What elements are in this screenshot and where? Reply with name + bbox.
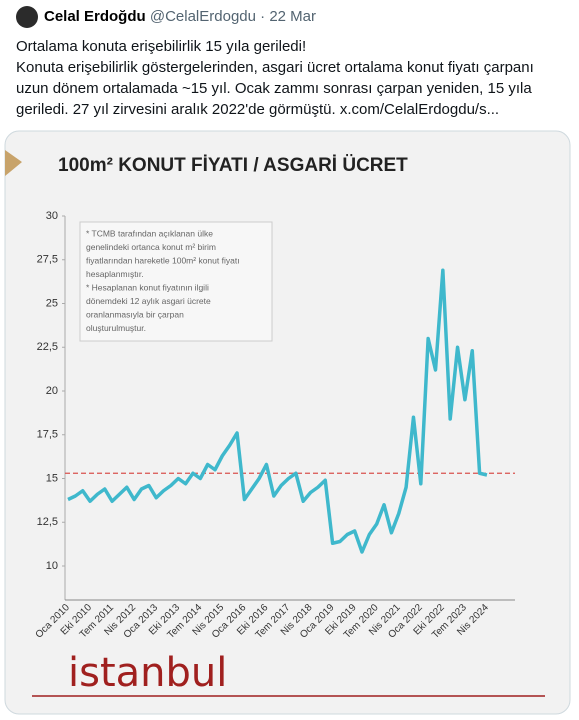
annotation-text: * TCMB tarafından açıklanan ülke (86, 228, 213, 238)
annotation-text: oranlanmasıyla bir çarpan (86, 309, 184, 319)
annotation-text: genelindeki ortanca konut m² birim (86, 242, 216, 252)
y-tick-label: 12,5 (37, 516, 58, 528)
tweet-header: Celal Erdoğdu @CelalErdogdu · 22 Mar (44, 8, 316, 25)
author-name[interactable]: Celal Erdoğdu (44, 8, 146, 25)
y-tick-label: 10 (46, 560, 58, 572)
annotation-text: dönemdeki 12 aylık asgari ücrete (86, 296, 211, 306)
y-tick-label: 27,5 (37, 254, 58, 266)
author-handle[interactable]: @CelalErdogdu (149, 8, 256, 25)
annotation-text: oluşturulmuştur. (86, 323, 146, 333)
annotation-text: hesaplanmıştır. (86, 269, 144, 279)
logo: istanbul (68, 650, 227, 696)
annotation-box (79, 221, 273, 342)
y-tick-label: 17,5 (37, 429, 58, 441)
tweet-text: uzun dönem ortalamada ~15 yıl. Ocak zamm… (16, 80, 532, 97)
y-tick-label: 15 (46, 472, 58, 484)
y-tick-label: 20 (46, 385, 58, 397)
y-tick-label: 25 (46, 297, 58, 309)
y-tick-label: 30 (46, 210, 58, 222)
tweet-text: Konuta erişebilirlik göstergelerinden, a… (16, 59, 534, 76)
annotation-text: * Hesaplanan konut fiyatının ilgili (86, 282, 209, 292)
data-line (67, 268, 488, 554)
tweet-date[interactable]: · 22 Mar (260, 8, 317, 25)
chart-title: 100m² KONUT FİYATI / ASGARİ ÜCRET (58, 155, 408, 176)
avatar[interactable] (16, 6, 38, 28)
annotation-text: fiyatlarından hareketle 100m² konut fiya… (86, 255, 240, 265)
tweet-text: geriledi. 27 yıl zirvesini aralık 2022'd… (16, 101, 500, 118)
tweet-text: Ortalama konuta erişebilirlik 15 yıla ge… (16, 38, 307, 55)
y-tick-label: 22,5 (37, 341, 58, 353)
corner-ornament (5, 150, 22, 176)
